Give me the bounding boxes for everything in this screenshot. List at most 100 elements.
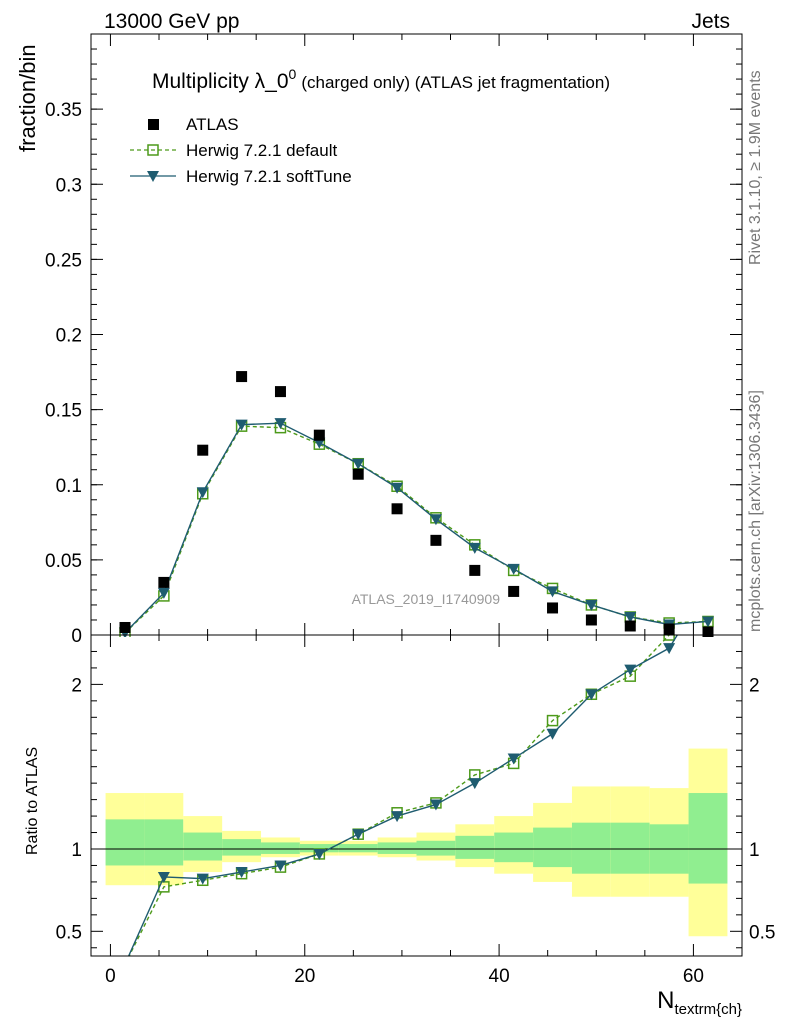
mc-softtune-point <box>274 418 287 430</box>
atlas-data-point <box>158 576 170 588</box>
atlas-data-point <box>508 585 520 597</box>
ratio-softtune-point <box>702 581 714 592</box>
main-ylabel: fraction/bin <box>15 44 40 152</box>
ratio-ytick-label-right: 2 <box>749 675 760 696</box>
band-inner-bin <box>610 822 650 874</box>
ratio-softtune-point <box>624 664 637 676</box>
band-inner-bin <box>183 832 223 861</box>
band-inner-bin <box>222 839 262 856</box>
plot-title-main: Multiplicity λ_0 <box>152 70 289 93</box>
band-inner-bin <box>299 844 339 853</box>
mc-softtune-point <box>546 586 559 598</box>
ratio-xtick-label: 0 <box>105 966 116 987</box>
legend-atlas-marker <box>148 119 159 130</box>
ratio-softtune-point <box>546 728 559 740</box>
atlas-data-point <box>702 626 714 637</box>
atlas-data-point <box>663 623 675 635</box>
ratio-ytick-label: 1 <box>71 840 82 861</box>
main-ytick-label: 0.15 <box>45 401 82 422</box>
main-ytick-label: 0.05 <box>45 551 82 572</box>
band-inner-bin <box>533 827 572 868</box>
atlas-data-point <box>236 371 248 383</box>
ratio-ytick-label-right: 1 <box>749 840 760 861</box>
atlas-data-point <box>197 444 209 456</box>
ratio-softtune-point <box>157 871 170 883</box>
rivet-label: Rivet 3.1.10, ≥ 1.9M events <box>747 70 764 265</box>
plot-title-sup: 0 <box>289 66 297 82</box>
ratio-xtick-label: 20 <box>294 966 315 987</box>
mc-softtune-point <box>429 514 442 526</box>
analysis-id: ATLAS_2019_I1740909 <box>352 591 501 607</box>
legend-softtune-marker <box>147 171 159 182</box>
atlas-data-point <box>624 620 636 632</box>
band-inner-bin <box>144 819 184 866</box>
ratio-ytick-label: 2 <box>71 675 82 696</box>
ratio-softtune-point <box>468 778 481 790</box>
main-ytick-label: 0.35 <box>45 100 82 121</box>
main-ytick-label: 0.25 <box>45 250 82 271</box>
ratio-softtune-point <box>119 959 131 970</box>
legend: ATLAS Herwig 7.2.1 default Herwig 7.2.1 … <box>130 115 352 186</box>
main-ytick-label: 0.2 <box>56 326 82 347</box>
mc-softtune-point <box>701 616 714 628</box>
mc-softtune-point <box>235 419 248 431</box>
legend-atlas-label: ATLAS <box>186 115 239 134</box>
main-plot-area <box>119 371 714 637</box>
header-right-title: Jets <box>691 10 730 33</box>
ratio-softtune-point <box>663 643 676 655</box>
band-inner-bin <box>338 844 378 853</box>
ratio-softtune-point <box>274 860 287 872</box>
mcplots-label: mcplots.cern.ch [arXiv:1306.3436] <box>747 390 764 632</box>
band-inner-bin <box>688 793 728 884</box>
ratio-softtune-line <box>127 635 679 956</box>
band-inner-bin <box>261 842 300 854</box>
mc-softtune-point <box>507 563 520 575</box>
band-inner-bin <box>455 835 495 859</box>
plot-title: Multiplicity λ_00 (charged only) (ATLAS j… <box>152 66 610 93</box>
mc-softtune-point <box>624 611 637 623</box>
ratio-softtune-point <box>235 867 248 879</box>
ratio-softtune-point <box>196 873 209 885</box>
band-inner-bin <box>494 832 534 863</box>
mc-softtune-point <box>196 487 209 499</box>
ratio-ytick-label-right: 0.5 <box>749 922 775 943</box>
main-ytick-label: 0.3 <box>56 175 82 196</box>
legend-default-marker <box>147 144 159 156</box>
mc-softtune-point <box>468 542 481 554</box>
band-inner-bin <box>105 819 145 866</box>
main-ytick-label: 0 <box>71 626 82 647</box>
main-ytick-label: 0.1 <box>56 476 82 497</box>
ratio-default-point <box>663 635 675 641</box>
mc-softtune-line <box>124 422 709 634</box>
ratio-ytick-label: 0.5 <box>56 922 82 943</box>
x-axis-title: Ntextrm{ch} <box>657 987 742 1018</box>
plot-title-suffix: (charged only) (ATLAS jet fragmentation) <box>301 73 610 92</box>
atlas-data-point <box>274 386 286 398</box>
atlas-data-point <box>547 602 559 614</box>
ratio-xtick-label: 40 <box>489 966 510 987</box>
atlas-data-point <box>469 564 481 576</box>
ratio-frame <box>90 634 743 957</box>
legend-softtune-label: Herwig 7.2.1 softTune <box>186 167 352 186</box>
header-left-title: 13000 GeV pp <box>104 10 239 33</box>
ratio-softtune-point <box>507 753 520 765</box>
axes: 00.050.10.150.20.250.30.350 20 40 600.5 0.51… <box>45 33 775 987</box>
mc-softtune-point <box>157 587 170 599</box>
atlas-data-point <box>119 621 131 633</box>
ratio-ylabel: Ratio to ATLAS <box>24 747 41 855</box>
legend-default-label: Herwig 7.2.1 default <box>186 141 337 160</box>
ratio-default-point <box>120 959 130 969</box>
band-inner-bin <box>377 842 417 854</box>
ratio-default-point <box>703 581 713 591</box>
x-axis-title-subscript: textrm{ch} <box>674 1001 742 1018</box>
ratio-default-point <box>546 714 559 727</box>
atlas-data-point <box>585 614 597 626</box>
band-inner-bin <box>571 822 611 874</box>
ratio-xtick-label: 60 <box>683 966 704 987</box>
atlas-data-point <box>391 503 403 515</box>
ratio-softtune-point <box>585 689 598 701</box>
ratio-softtune-point <box>429 799 442 811</box>
ratio-plot-area <box>91 581 742 970</box>
atlas-data-point <box>430 534 442 546</box>
